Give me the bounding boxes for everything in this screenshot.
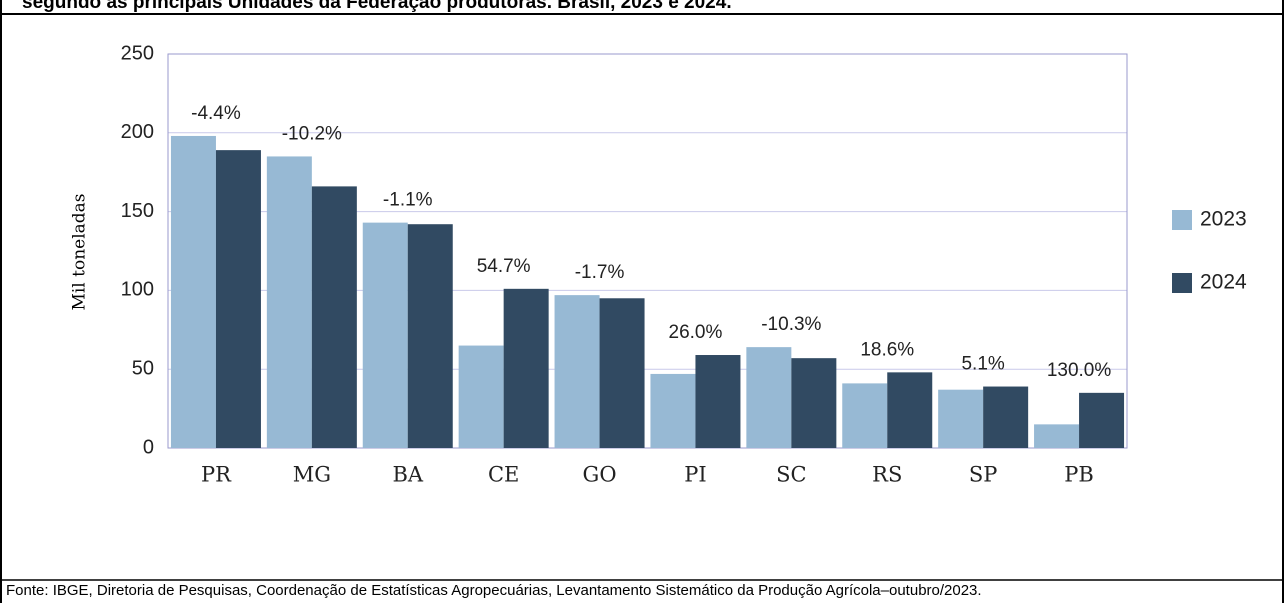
- plot-border: [167, 53, 1128, 449]
- y-tick-label: 0: [143, 436, 154, 458]
- x-tick-label: BA: [392, 463, 423, 487]
- bar: [503, 288, 549, 448]
- bar: [170, 135, 216, 448]
- bar: [650, 373, 696, 448]
- change-annotation: -10.2%: [282, 123, 342, 144]
- x-tick-label: GO: [583, 463, 617, 487]
- x-tick-label: MG: [293, 463, 331, 487]
- change-annotation: 26.0%: [669, 322, 723, 343]
- bar: [311, 186, 357, 448]
- y-axis-label: Mil toneladas: [70, 193, 90, 310]
- x-tick-label: SC: [776, 463, 806, 487]
- bar: [458, 345, 504, 448]
- bar: [599, 298, 645, 448]
- bar: [215, 150, 261, 449]
- figure-title: segundo as principais Unidades da Federa…: [22, 0, 732, 13]
- legend-swatch: [1172, 210, 1192, 230]
- y-tick-label: 250: [121, 42, 154, 64]
- change-annotation: -1.7%: [575, 262, 625, 283]
- bar: [887, 372, 933, 448]
- y-tick-label: 100: [121, 279, 154, 301]
- change-annotation: 5.1%: [961, 354, 1004, 375]
- legend-label: 2024: [1200, 271, 1247, 294]
- change-annotation: -4.4%: [191, 103, 241, 124]
- source-note: Fonte: IBGE, Diretoria de Pesquisas, Coo…: [6, 582, 982, 599]
- bar: [407, 224, 453, 448]
- bar: [938, 389, 984, 448]
- x-tick-label: PR: [201, 463, 232, 487]
- bar: [791, 358, 837, 448]
- y-tick-label: 200: [121, 121, 154, 143]
- change-annotation: 54.7%: [477, 256, 531, 277]
- bar: [842, 383, 888, 448]
- bar: [362, 222, 408, 448]
- bar: [266, 156, 312, 448]
- x-tick-label: PI: [684, 463, 706, 487]
- change-annotation: -10.3%: [761, 314, 821, 335]
- x-tick-label: SP: [969, 463, 998, 487]
- bar: [983, 386, 1029, 448]
- bar: [1034, 424, 1080, 448]
- y-tick-label: 50: [132, 357, 154, 379]
- bar: [746, 347, 792, 448]
- x-tick-label: CE: [488, 463, 519, 487]
- y-tick-label: 150: [121, 200, 154, 222]
- x-tick-label: RS: [872, 463, 902, 487]
- change-annotation: -1.1%: [383, 190, 433, 211]
- legend-label: 2023: [1200, 208, 1247, 231]
- bar: [695, 355, 741, 448]
- x-tick-label: PB: [1064, 463, 1094, 487]
- change-annotation: 18.6%: [860, 339, 914, 360]
- change-annotation: 130.0%: [1047, 360, 1112, 381]
- bar: [1079, 392, 1125, 448]
- bar: [554, 295, 600, 448]
- legend-swatch: [1172, 273, 1192, 293]
